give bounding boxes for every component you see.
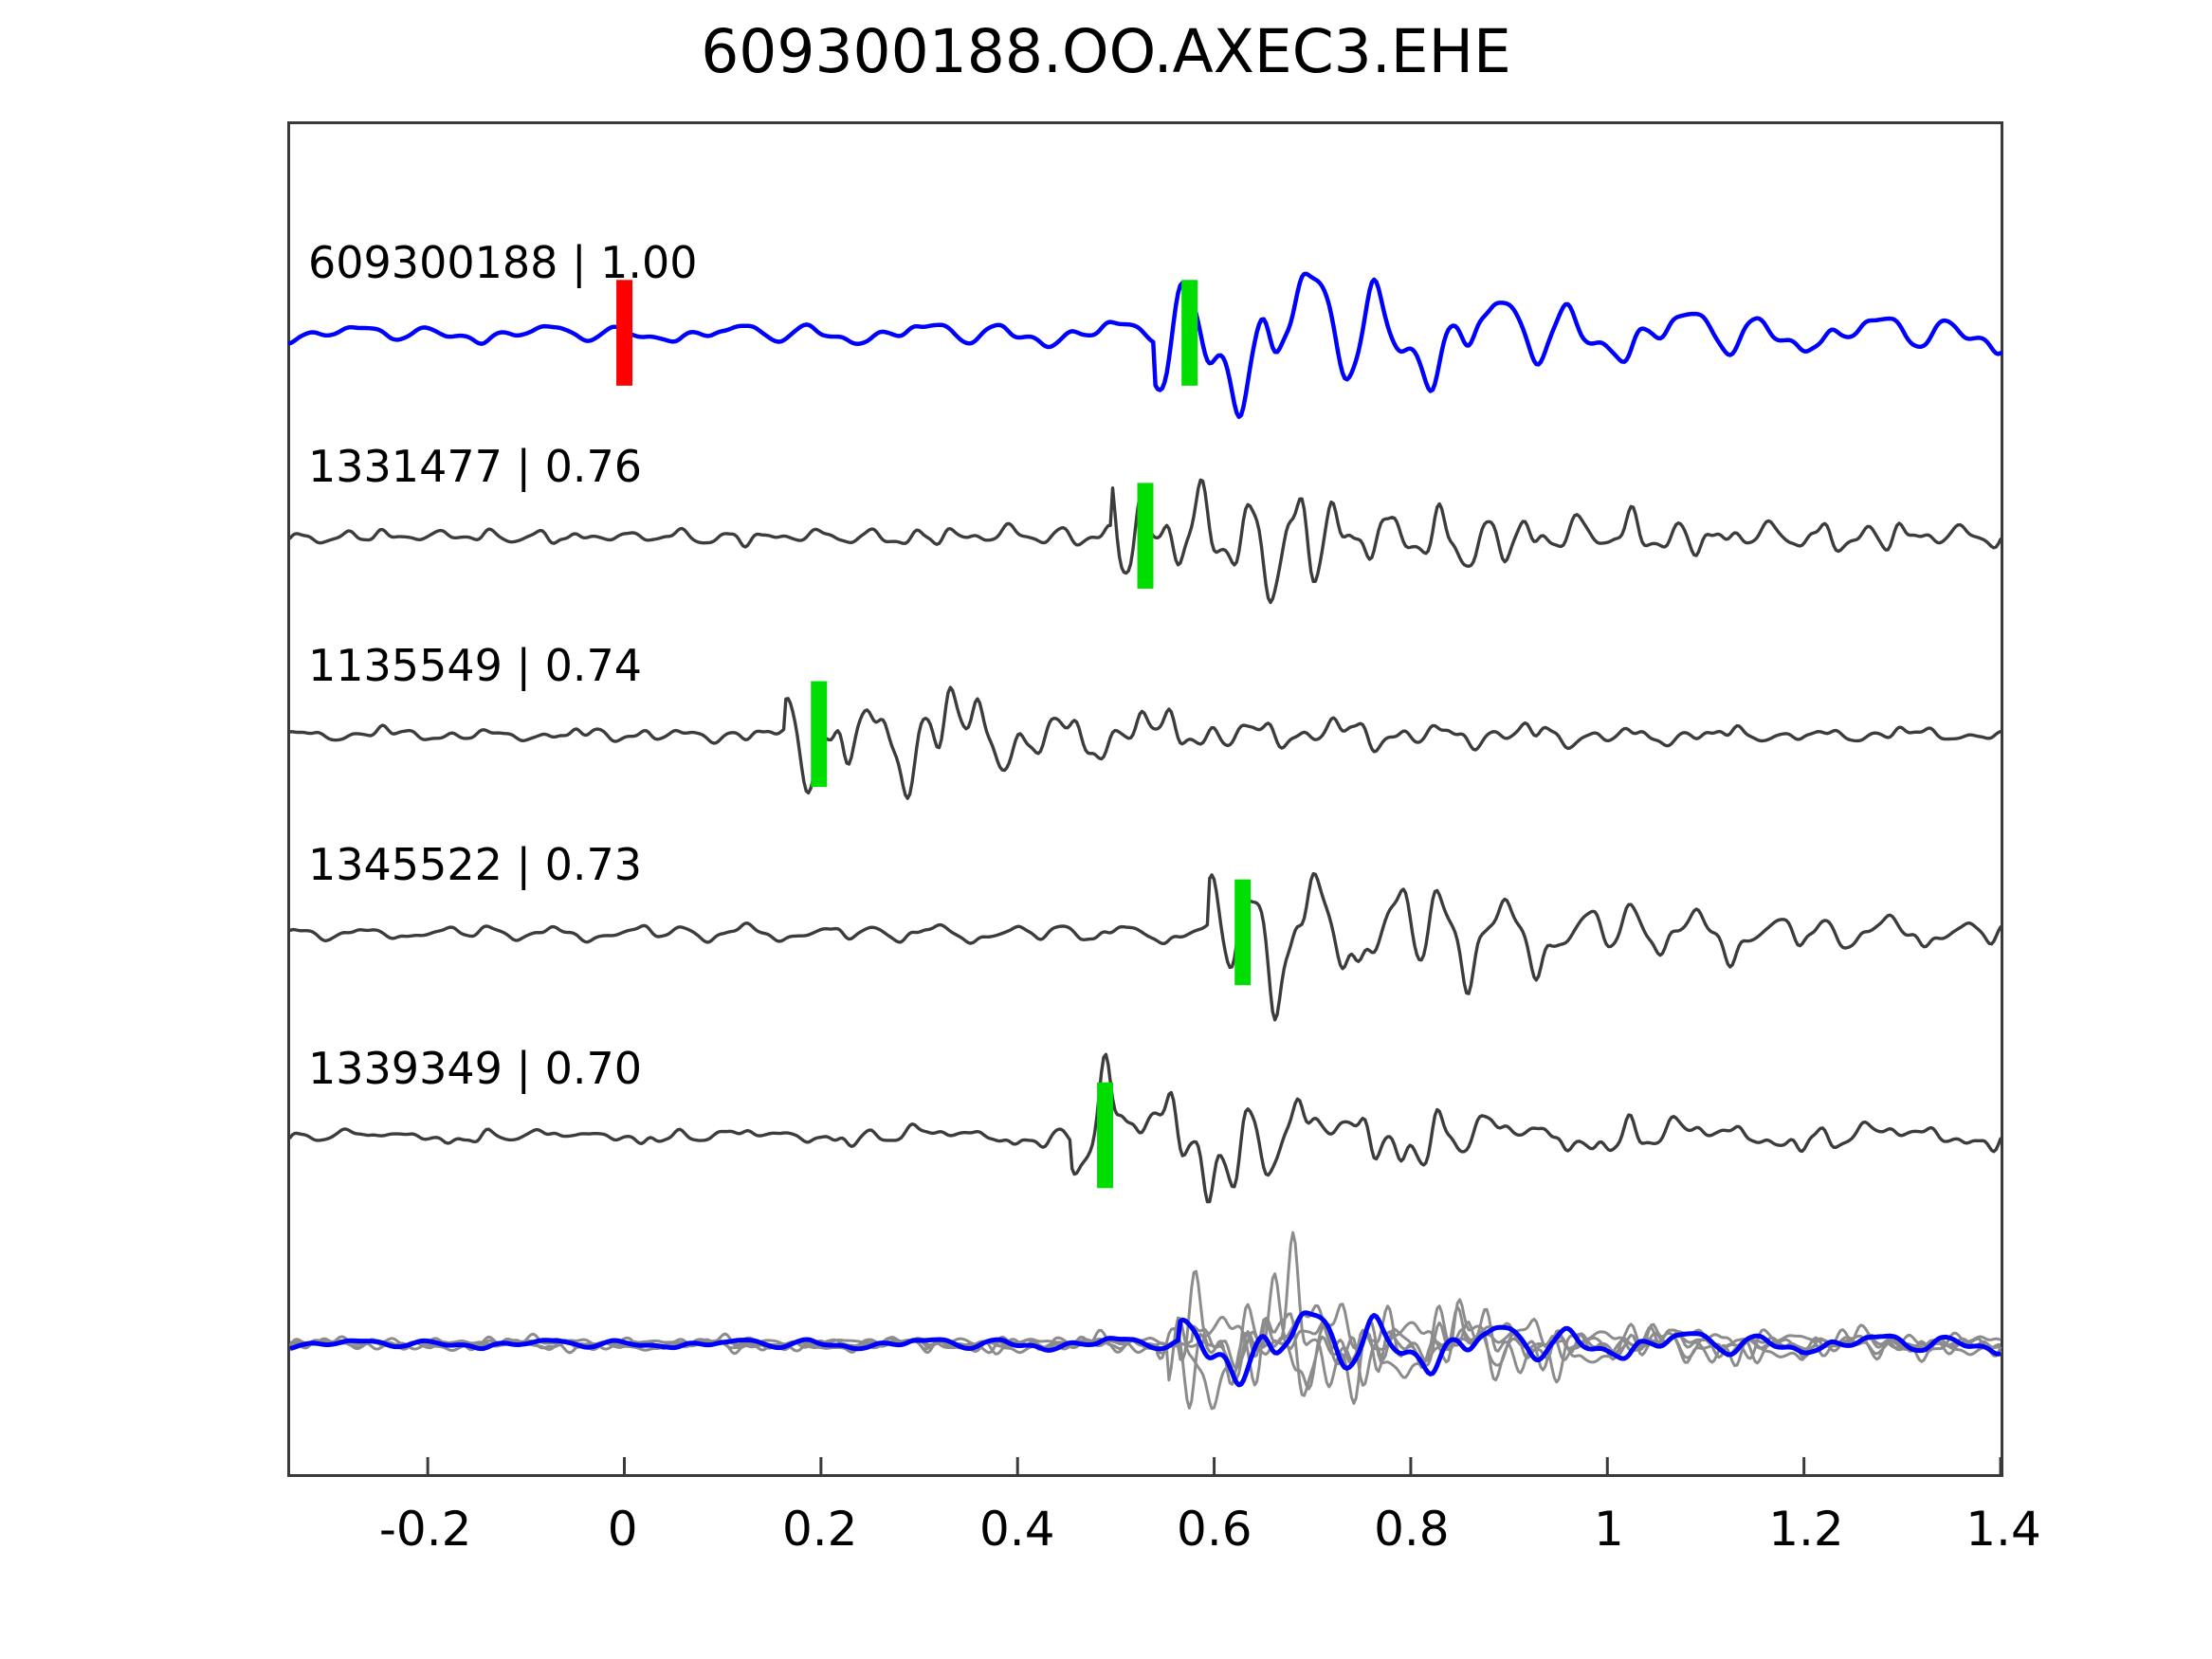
x-tick-label: 1 [1594,1502,1624,1557]
page-title: 609300188.OO.AXEC3.EHE [701,17,1511,86]
x-tick-label: 0 [607,1502,638,1557]
detection-pick-marker [811,681,828,788]
x-tick-label: 0.8 [1374,1502,1450,1557]
x-tick-label: 1.2 [1768,1502,1844,1557]
x-tick-label: 0.4 [979,1502,1055,1557]
detection-pick-marker [1234,879,1252,986]
overlay-trace [289,1269,2002,1387]
trace-label: 609300188 | 1.00 [308,237,698,288]
waveform-trace [288,871,2002,1022]
x-tick-label: -0.2 [378,1502,472,1557]
detection-pick-marker [1181,280,1198,386]
waveform-trace [288,1052,2002,1204]
x-tick-label: 0.6 [1177,1502,1252,1557]
x-tick-label: 1.4 [1965,1502,2041,1557]
waveform-trace [287,271,2003,419]
x-tick-label: 0.2 [781,1502,858,1557]
overlay-trace [288,1303,2002,1391]
detection-pick-marker [1097,1082,1114,1189]
detection-pick-marker [1137,483,1154,589]
trace-label: 1339349 | 0.70 [308,1043,643,1094]
trace-label: 1345522 | 0.73 [308,839,643,890]
overlay-trace [289,1231,2002,1410]
overlay-template-trace [289,1310,2002,1388]
waveform-trace [288,685,2002,800]
reference-pick-marker [616,280,632,386]
waveform-canvas [287,271,2003,1474]
trace-label: 1331477 | 0.76 [308,441,643,492]
trace-label: 1135549 | 0.74 [308,640,643,691]
plot-axes [287,121,2003,1477]
